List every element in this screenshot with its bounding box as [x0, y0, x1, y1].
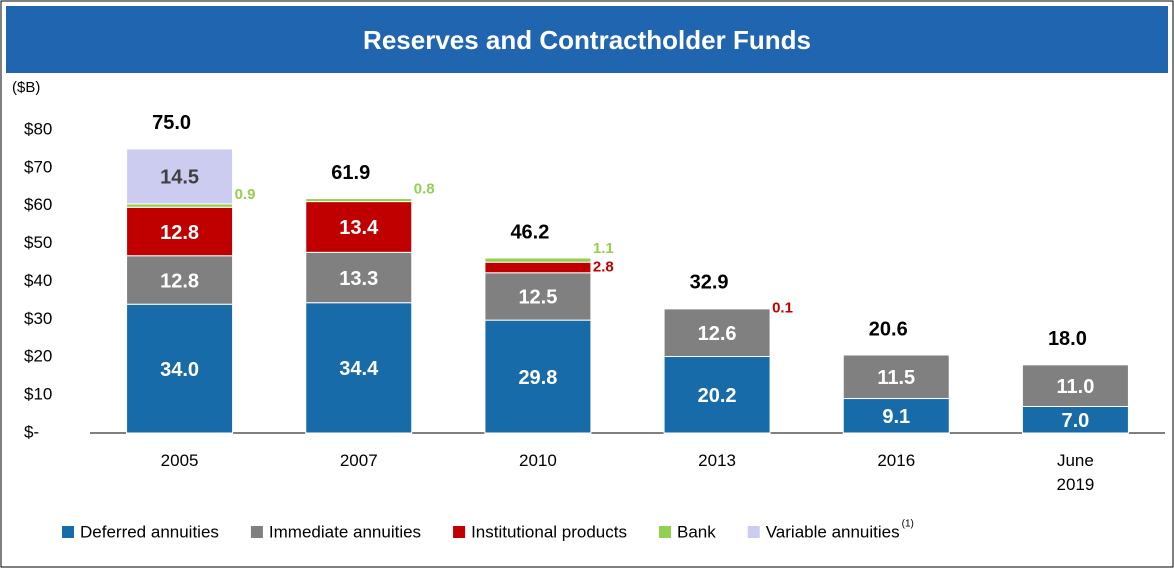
legend-swatch: [748, 526, 760, 538]
value-label: 34.4: [339, 358, 379, 380]
legend-label: Deferred annuities: [80, 522, 219, 541]
value-label: 20.2: [698, 385, 737, 407]
x-tick-label: 2013: [687, 449, 747, 473]
y-tick-label: $40: [24, 271, 52, 290]
y-tick-label: $70: [24, 157, 52, 176]
bar-segment: [127, 204, 233, 207]
legend-swatch: [62, 526, 74, 538]
x-tick-label: 2005: [150, 449, 210, 473]
x-tick-label: 2010: [508, 449, 568, 473]
x-tick-label-box: 2005: [135, 449, 225, 505]
total-label: 61.9: [331, 162, 370, 184]
y-tick-label: $50: [24, 233, 52, 252]
y-tick-label: $10: [24, 385, 52, 404]
y-tick-label: $20: [24, 347, 52, 366]
value-label: 12.8: [160, 222, 199, 244]
y-tick-label: $30: [24, 309, 52, 328]
legend-label: Variable annuities: [766, 522, 900, 541]
value-label: 34.0: [160, 359, 199, 381]
legend-swatch: [453, 526, 465, 538]
y-unit: ($B): [12, 79, 40, 96]
bar-segment: [485, 262, 591, 273]
value-label: 12.6: [698, 323, 737, 345]
chart-title: Reserves and Contractholder Funds: [363, 25, 811, 55]
value-label: 1.1: [593, 240, 614, 257]
value-label: 7.0: [1062, 410, 1090, 432]
bar-segment: [485, 258, 591, 262]
legend-label: Institutional products: [471, 522, 627, 541]
x-tick-label-box: 2010: [493, 449, 583, 505]
value-label: 0.1: [772, 300, 793, 317]
value-label: 11.5: [877, 367, 915, 389]
value-label: 9.1: [882, 406, 910, 428]
total-label: 18.0: [1048, 328, 1087, 350]
x-tick-label: 2007: [329, 449, 389, 473]
bar-segment: [306, 199, 412, 202]
value-label: 0.9: [235, 186, 256, 203]
value-label: 13.3: [339, 268, 378, 290]
total-label: 20.6: [869, 318, 908, 340]
x-tick-label-box: 2007: [314, 449, 404, 505]
legend-swatch: [251, 526, 263, 538]
x-tick-label-box: June 2019: [1030, 449, 1120, 505]
x-tick-label-box: 2016: [851, 449, 941, 505]
value-label: 29.8: [518, 367, 557, 389]
y-tick-label: $60: [24, 195, 52, 214]
legend-note: (1): [902, 519, 914, 530]
x-tick-label: June 2019: [1045, 449, 1105, 497]
value-label: 12.5: [518, 287, 557, 309]
x-tick-label-box: 2013: [672, 449, 762, 505]
value-label: 2.8: [593, 258, 614, 275]
legend-label: Bank: [677, 522, 716, 541]
total-label: 32.9: [690, 272, 729, 294]
y-tick-label: $80: [24, 119, 52, 138]
total-label: 46.2: [510, 221, 549, 243]
total-label: 75.0: [152, 112, 191, 134]
x-tick-label: 2016: [866, 449, 926, 473]
value-label: 0.8: [414, 181, 435, 198]
legend-label: Immediate annuities: [269, 522, 421, 541]
legend-swatch: [659, 526, 671, 538]
value-label: 13.4: [339, 217, 379, 239]
value-label: 14.5: [160, 167, 199, 189]
y-tick-label: $-: [24, 422, 39, 441]
value-label: 11.0: [1057, 376, 1095, 398]
value-label: 12.8: [160, 270, 199, 292]
